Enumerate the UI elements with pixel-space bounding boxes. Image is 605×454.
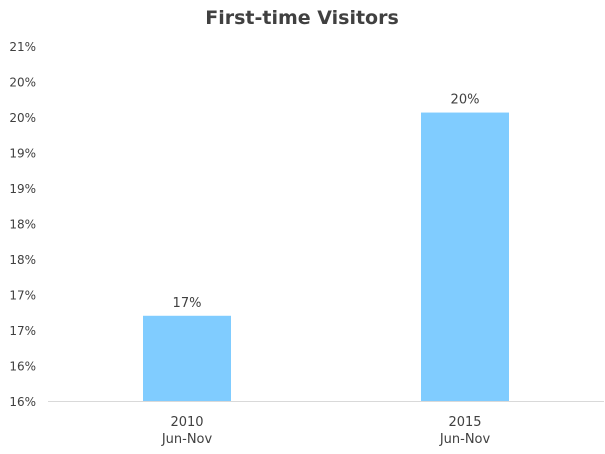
bar	[143, 315, 231, 401]
y-tick-label: 20%	[9, 111, 36, 125]
y-tick-label: 18%	[9, 218, 36, 232]
chart-title: First-time Visitors	[205, 7, 399, 29]
y-tick-label: 16%	[9, 360, 36, 374]
y-tick-label: 17%	[9, 289, 36, 303]
x-tick-label: Jun-Nov	[439, 432, 491, 447]
y-tick-label: 19%	[9, 147, 36, 161]
x-tick-label: Jun-Nov	[161, 432, 213, 447]
y-tick-label: 20%	[9, 76, 36, 90]
bar	[421, 112, 509, 402]
x-tick-label: 2015	[448, 415, 481, 430]
y-tick-label: 19%	[9, 182, 36, 196]
y-axis: 16% 16% 17% 17% 18% 18% 19% 19% 20% 20% 21%	[9, 40, 36, 409]
x-axis: 2010 Jun-Nov 2015 Jun-Nov	[48, 401, 604, 447]
y-tick-label: 17%	[9, 324, 36, 338]
bars	[143, 112, 509, 402]
y-tick-label: 21%	[9, 40, 36, 54]
x-tick-label: 2010	[170, 415, 203, 430]
data-label: 17%	[173, 296, 202, 311]
y-tick-label: 16%	[9, 395, 36, 409]
y-tick-label: 18%	[9, 253, 36, 267]
data-labels: 17% 20%	[173, 93, 480, 311]
data-label: 20%	[451, 93, 480, 108]
